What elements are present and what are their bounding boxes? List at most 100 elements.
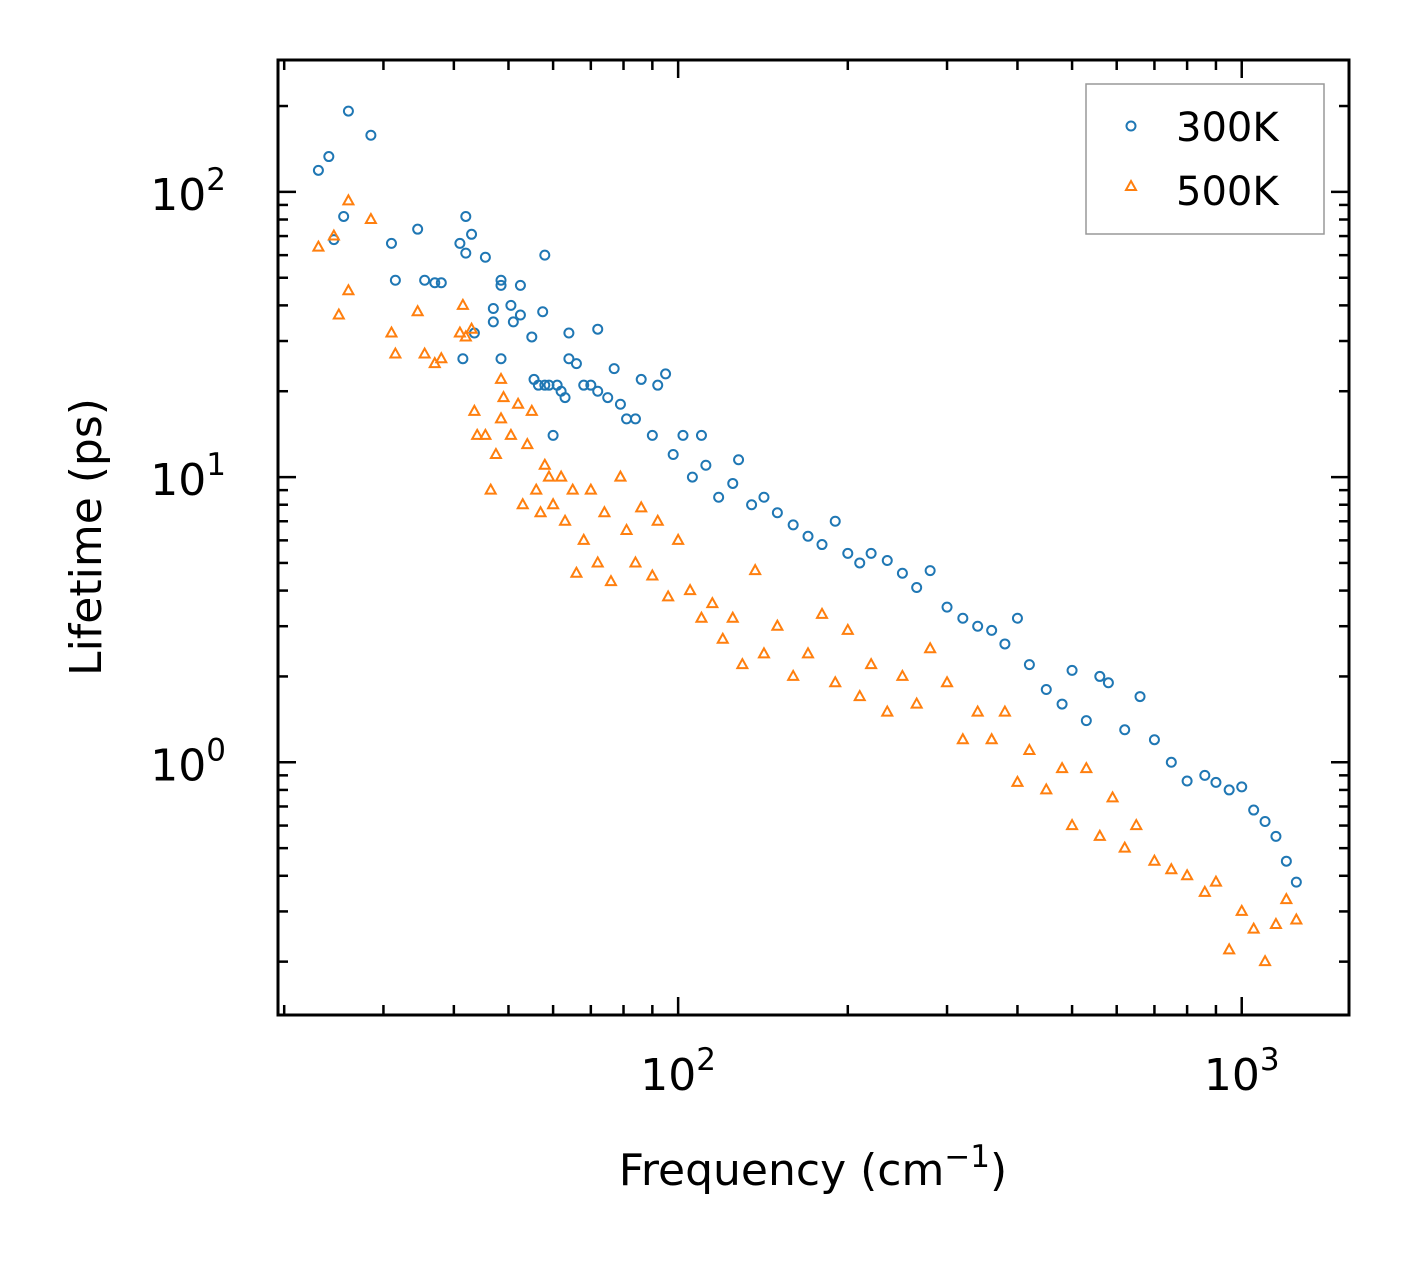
point-500k-92 [1235,903,1249,916]
point-500k-3 [341,283,356,296]
point-500k-18 [478,427,493,440]
point-500k-46 [634,500,648,513]
point-300k-42 [578,379,590,391]
point-300k-67 [802,530,814,542]
point-300k-40 [563,353,575,365]
point-300k-93 [1165,756,1177,768]
legend-marker-500k [1124,178,1138,191]
point-300k-39 [563,327,575,339]
point-500k-97 [1289,912,1304,925]
point-500k-75 [998,704,1012,717]
point-300k-17 [457,353,469,365]
point-500k-6 [384,325,399,338]
point-500k-45 [628,555,643,568]
point-500k-26 [516,497,530,510]
point-500k-50 [671,532,685,545]
point-300k-7 [389,274,401,286]
point-300k-15 [466,228,478,240]
point-300k-91 [1134,691,1146,703]
point-300k-22 [487,316,499,328]
point-500k-96 [1279,892,1294,905]
point-500k-23 [496,390,511,403]
point-300k-3 [338,210,350,222]
point-300k-68 [816,539,828,551]
point-500k-74 [984,732,999,745]
point-300k-94 [1181,775,1193,787]
point-300k-70 [842,547,854,559]
point-500k-71 [940,675,954,688]
point-500k-1 [327,228,341,241]
legend-box [1085,83,1325,235]
point-300k-52 [646,429,658,441]
series-500k [311,193,1304,967]
point-300k-90 [1119,724,1131,736]
point-300k-8 [412,223,424,235]
point-500k-8 [410,304,425,317]
point-500k-41 [597,505,612,518]
point-300k-6 [385,237,397,249]
point-500k-2 [332,307,346,320]
point-300k-21 [495,274,507,286]
legend-marker-300k [1125,120,1137,132]
point-500k-13 [456,297,470,310]
point-500k-31 [538,457,552,470]
point-500k-21 [494,371,508,384]
point-500k-68 [895,668,910,681]
point-300k-1 [323,151,335,163]
point-300k-44 [592,323,604,335]
point-300k-48 [614,398,626,410]
point-500k-43 [613,469,628,482]
point-300k-47 [608,363,620,375]
plot-frame [276,58,1351,1017]
point-300k-13 [460,210,472,222]
point-300k-82 [1011,612,1023,624]
point-500k-88 [1180,868,1194,881]
point-300k-99 [1248,804,1260,816]
point-300k-62 [733,454,745,466]
point-500k-70 [923,641,937,654]
point-300k-51 [635,373,647,385]
point-500k-16 [467,403,482,416]
x-tick-label-0: 102 [640,1042,716,1101]
point-500k-19 [484,482,498,495]
point-300k-72 [865,547,877,559]
point-300k-31 [539,249,551,261]
point-300k-24 [505,299,517,311]
point-300k-85 [1056,698,1068,710]
point-300k-46 [602,392,614,404]
point-500k-87 [1164,862,1179,875]
point-300k-59 [700,459,712,471]
point-500k-89 [1198,884,1212,897]
point-300k-50 [629,413,641,425]
point-500k-59 [770,618,785,631]
point-500k-80 [1065,818,1079,831]
point-300k-0 [312,164,324,176]
point-500k-37 [569,565,584,578]
point-300k-60 [713,491,725,503]
point-500k-78 [1039,782,1053,795]
point-300k-41 [570,358,582,370]
point-500k-7 [388,346,403,359]
point-300k-75 [911,582,923,594]
point-300k-35 [547,429,559,441]
point-500k-11 [434,351,449,364]
point-500k-91 [1222,942,1236,955]
y-tick-label-0: 100 [150,732,226,791]
point-500k-14 [459,329,473,342]
point-300k-38 [559,392,571,404]
point-500k-85 [1129,818,1143,831]
point-500k-39 [584,482,598,495]
point-500k-38 [577,532,591,545]
point-500k-42 [604,574,618,587]
point-300k-64 [758,491,770,503]
point-500k-44 [619,522,634,535]
point-300k-26 [514,279,526,291]
point-500k-5 [364,211,378,225]
point-300k-11 [435,277,447,289]
point-300k-92 [1148,734,1160,746]
point-500k-60 [786,668,800,681]
point-300k-23 [495,353,507,365]
point-500k-48 [651,513,665,526]
point-300k-4 [342,105,354,117]
point-300k-33 [539,379,551,391]
